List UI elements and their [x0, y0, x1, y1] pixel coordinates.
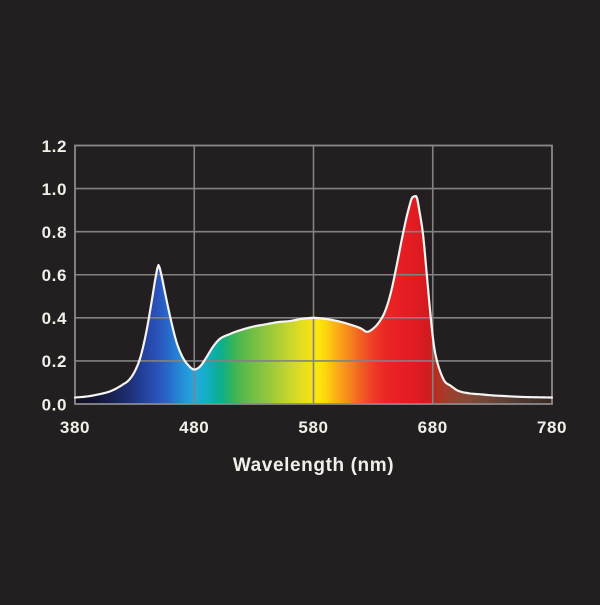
y-tick-label-1.2: 1.2	[42, 137, 67, 156]
y-tick-label-0.6: 0.6	[42, 266, 67, 285]
spectrum-curve-line	[73, 195, 554, 399]
y-tick-label-0.8: 0.8	[42, 223, 67, 242]
x-tick-label-780: 780	[537, 418, 567, 437]
grid-lines	[75, 145, 552, 404]
x-tick-label-580: 580	[298, 418, 328, 437]
y-tick-label-0.2: 0.2	[42, 352, 67, 371]
x-tick-label-480: 480	[179, 418, 209, 437]
y-tick-label-0.4: 0.4	[42, 309, 67, 328]
plot-border	[74, 144, 553, 405]
x-tick-label-380: 380	[60, 418, 90, 437]
y-axis-tick-labels: 0.0 0.2 0.4 0.6 0.8 1.0 1.2	[42, 137, 67, 415]
x-axis-tick-labels: 380 480 580 680 780	[60, 418, 567, 437]
y-tick-label-1.0: 1.0	[42, 180, 67, 199]
x-tick-label-680: 680	[418, 418, 448, 437]
x-axis-title: Wavelength (nm)	[233, 455, 394, 476]
y-tick-label-0.0: 0.0	[42, 395, 67, 414]
